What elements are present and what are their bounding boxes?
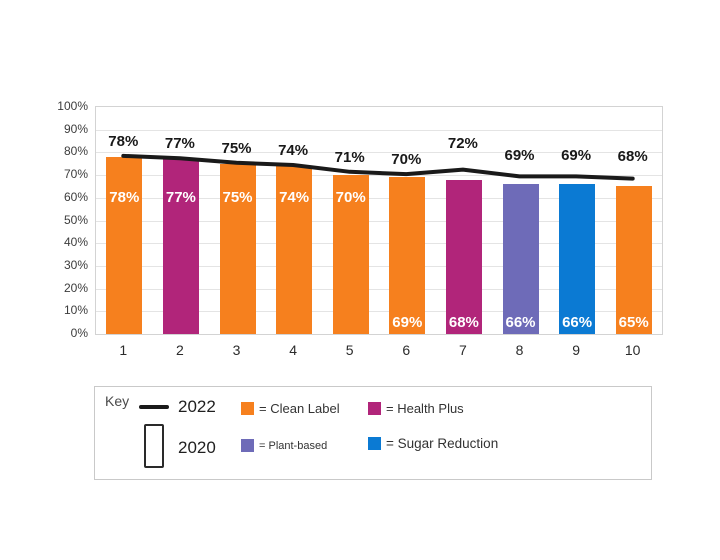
x-axis-tick-label: 9 (572, 342, 580, 358)
bar-value-label: 69% (392, 313, 423, 331)
line-value-label: 70% (391, 151, 422, 169)
line-value-label: 68% (617, 147, 648, 165)
gridline (96, 197, 662, 199)
bar-value-label: 66% (505, 313, 536, 331)
key-label-2020: 2020 (178, 438, 216, 457)
bar-value-label: 78% (109, 188, 140, 206)
y-axis-tick-label: 60% (63, 189, 88, 204)
y-axis-tick-label: 40% (63, 235, 88, 250)
gridline (96, 243, 662, 245)
y-axis-tick-label: 10% (63, 303, 88, 318)
line-value-label: 71% (334, 148, 365, 166)
line-value-label: 77% (164, 135, 195, 153)
plot-area: 78% 77% 75% 74% 70% 69% 68% 66% 66% 65% (95, 106, 663, 335)
y-axis-tick-label: 80% (63, 144, 88, 159)
bar (276, 166, 313, 334)
line-value-label: 72% (447, 134, 478, 152)
bar-value-label: 75% (222, 188, 253, 206)
bar-value-label: 77% (165, 188, 196, 206)
gridline (96, 311, 662, 313)
line-value-label: 74% (278, 142, 309, 160)
key-label-2022: 2022 (178, 397, 216, 416)
y-axis-tick-label: 20% (63, 280, 88, 295)
bar-value-label: 74% (279, 188, 310, 206)
line-value-label: 69% (504, 147, 535, 165)
trend-line-2022 (121, 153, 635, 181)
bar (219, 163, 256, 334)
x-axis-tick-label: 10 (624, 342, 641, 358)
gridline (96, 152, 662, 154)
bar (106, 156, 143, 334)
line-value-label: 75% (221, 139, 252, 157)
gridline (96, 220, 662, 222)
bar (502, 184, 539, 334)
y-axis-tick-label: 0% (70, 326, 88, 340)
x-axis-tick-label: 7 (458, 342, 467, 358)
bar (332, 175, 369, 334)
bar (615, 186, 652, 334)
bar (445, 179, 482, 334)
key-item-plant-based: = Plant-based (259, 440, 328, 452)
key-item-sugar-reduction: = Sugar Reduction (386, 436, 499, 451)
bar-value-label: 65% (618, 313, 649, 331)
x-axis-tick-label: 6 (402, 342, 411, 358)
gridline (96, 288, 662, 290)
bar (559, 184, 596, 334)
gridline (96, 175, 662, 177)
key-legend: Key 2022 2020 = Clean Label = Health Plu… (94, 386, 652, 480)
y-axis-tick-label: 30% (63, 257, 88, 272)
gridline (96, 265, 662, 267)
health-plus-swatch-icon (368, 402, 381, 415)
key-item-health-plus: = Health Plus (386, 401, 464, 416)
y-axis-tick-label: 70% (63, 167, 88, 182)
clean-label-swatch-icon (241, 402, 254, 415)
line-value-label: 78% (108, 132, 139, 150)
x-axis-tick-label: 2 (175, 342, 184, 358)
key-title: Key (105, 393, 130, 409)
key-item-clean-label: = Clean Label (259, 401, 340, 416)
line-2022-swatch-icon (139, 405, 169, 409)
x-axis-tick-label: 1 (119, 342, 128, 358)
y-axis-tick-label: 50% (63, 212, 88, 227)
x-axis-tick-label: 3 (232, 342, 241, 358)
bar (389, 177, 426, 334)
line-value-label: 69% (561, 147, 592, 165)
y-axis-tick-label: 90% (63, 121, 88, 136)
bar-value-label: 66% (562, 313, 593, 331)
bar-2020-swatch-icon (144, 424, 164, 468)
plant-based-swatch-icon (241, 439, 254, 452)
x-axis-tick-label: 4 (289, 342, 297, 358)
bar-value-label: 68% (448, 313, 479, 331)
bar (162, 159, 199, 334)
y-axis-tick-label: 100% (57, 99, 88, 113)
bar-value-label: 70% (335, 188, 366, 206)
x-axis-tick-label: 8 (515, 342, 524, 358)
sugar-reduction-swatch-icon (368, 437, 381, 450)
gridline (96, 129, 662, 131)
x-axis-tick-label: 5 (345, 342, 354, 358)
